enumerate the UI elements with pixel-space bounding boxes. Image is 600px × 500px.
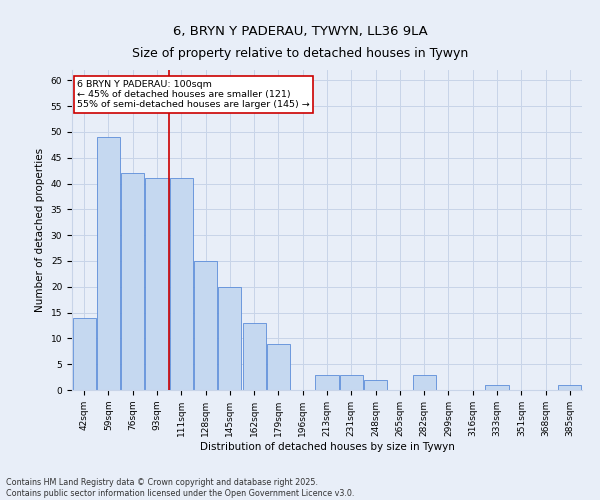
Bar: [218, 287, 241, 390]
Text: Contains HM Land Registry data © Crown copyright and database right 2025.
Contai: Contains HM Land Registry data © Crown c…: [6, 478, 355, 498]
Text: Size of property relative to detached houses in Tywyn: Size of property relative to detached ho…: [132, 48, 468, 60]
X-axis label: Distribution of detached houses by size in Tywyn: Distribution of detached houses by size …: [200, 442, 454, 452]
Bar: [145, 178, 169, 390]
Bar: [121, 173, 144, 390]
Bar: [316, 374, 338, 390]
Text: 6 BRYN Y PADERAU: 100sqm
← 45% of detached houses are smaller (121)
55% of semi-: 6 BRYN Y PADERAU: 100sqm ← 45% of detach…: [77, 80, 310, 110]
Bar: [559, 385, 581, 390]
Bar: [242, 323, 266, 390]
Bar: [485, 385, 509, 390]
Text: 6, BRYN Y PADERAU, TYWYN, LL36 9LA: 6, BRYN Y PADERAU, TYWYN, LL36 9LA: [173, 25, 427, 38]
Bar: [194, 261, 217, 390]
Bar: [340, 374, 363, 390]
Bar: [413, 374, 436, 390]
Bar: [170, 178, 193, 390]
Bar: [97, 137, 120, 390]
Bar: [267, 344, 290, 390]
Y-axis label: Number of detached properties: Number of detached properties: [35, 148, 45, 312]
Bar: [73, 318, 95, 390]
Bar: [364, 380, 387, 390]
